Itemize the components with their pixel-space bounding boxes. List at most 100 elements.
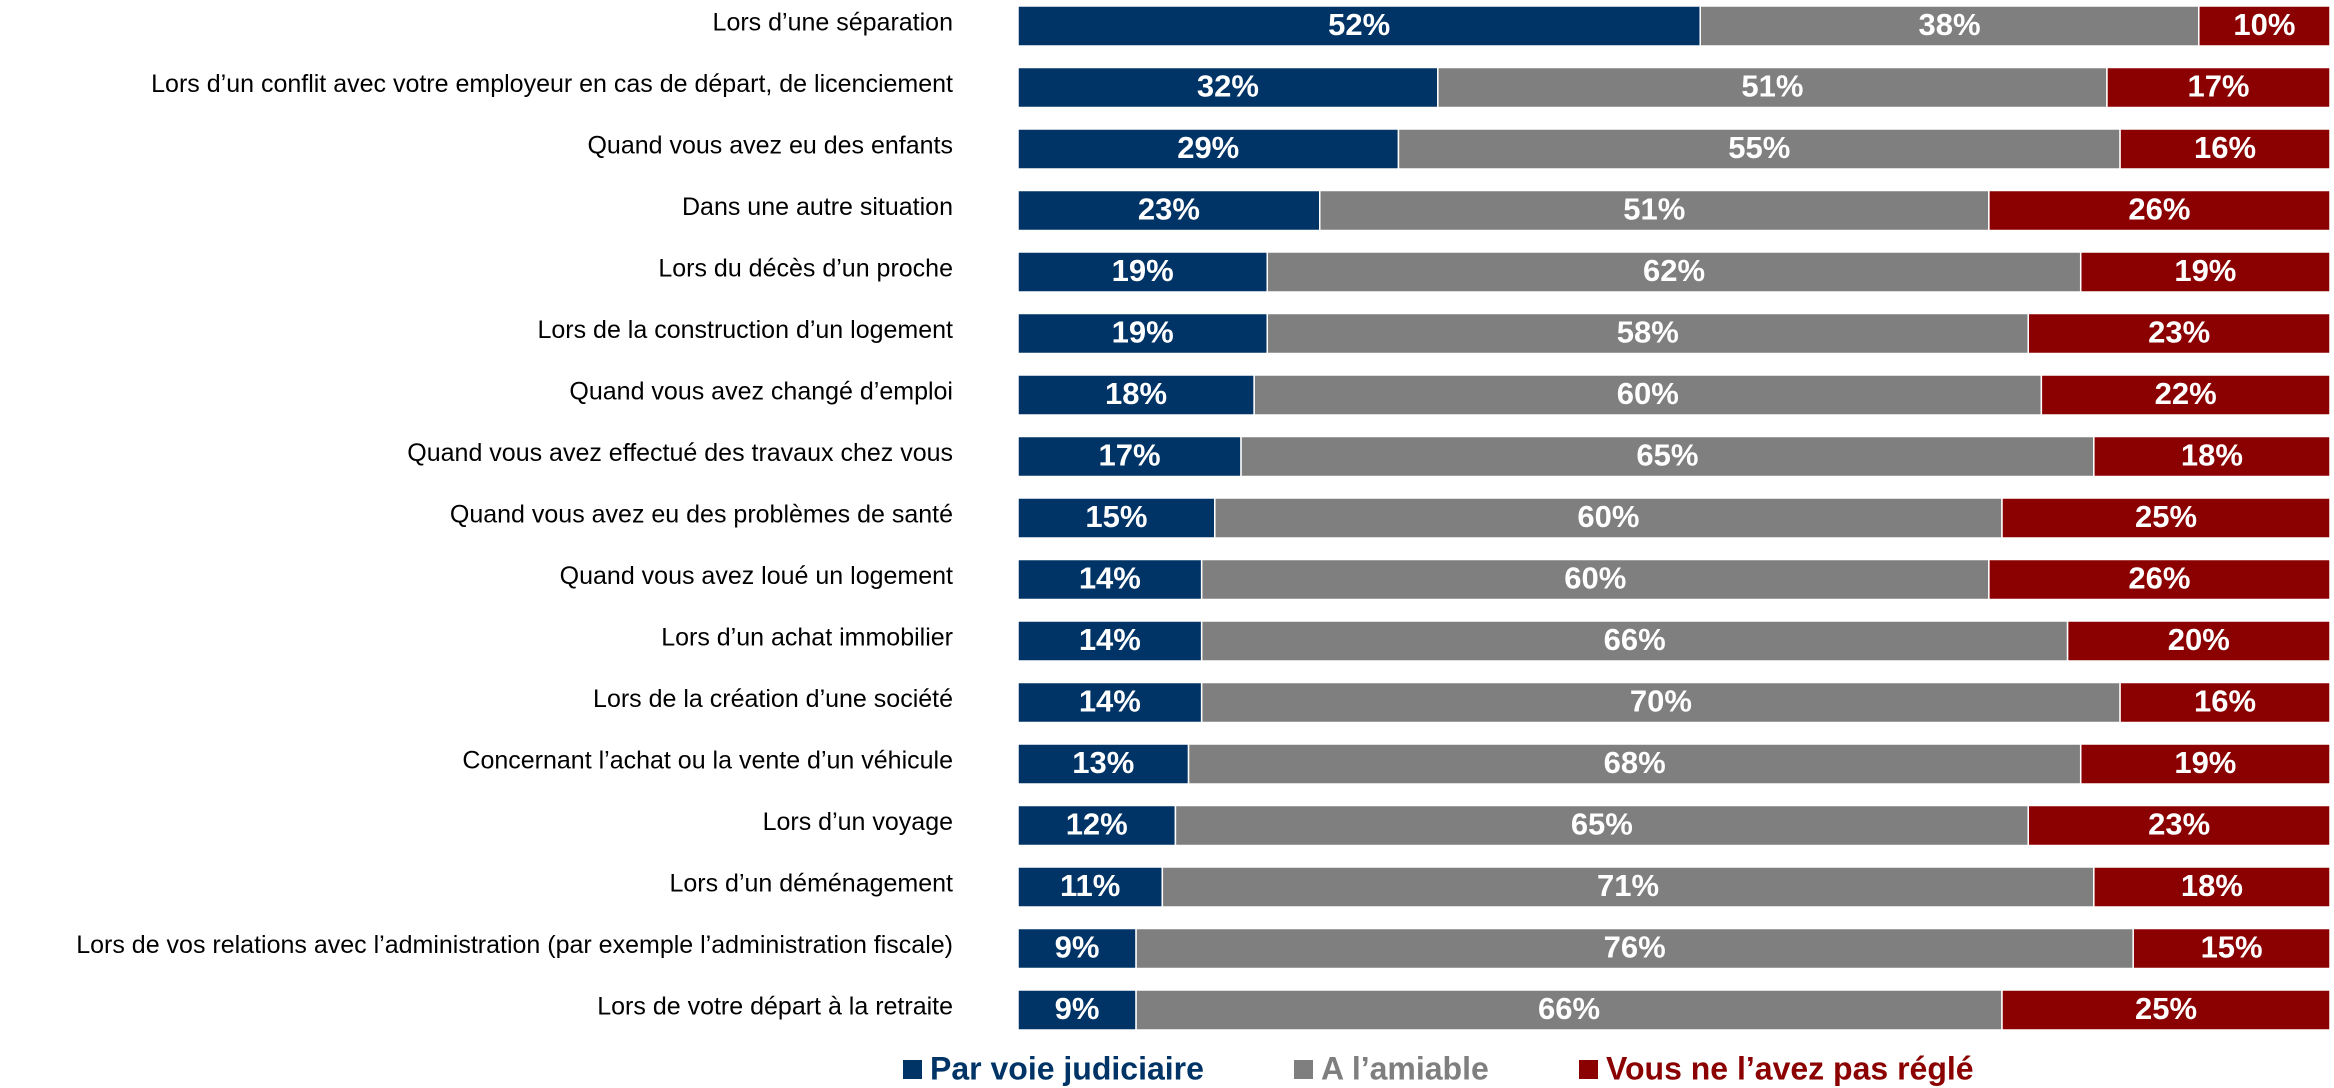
category-label: Quand vous avez eu des problèmes de sant… (450, 501, 953, 529)
value-label: 66% (1604, 622, 1666, 657)
category-label: Lors de la création d’une société (593, 685, 953, 713)
value-label: 23% (2148, 807, 2210, 842)
value-label: 19% (1112, 253, 1174, 288)
legend-label: Par voie judiciaire (930, 1050, 1204, 1086)
bar-segment (1200, 681, 2121, 724)
bar-segment (2106, 66, 2331, 109)
bar-segment (1988, 189, 2331, 232)
category-label: Lors d’un voyage (763, 808, 953, 836)
bar-segment (1988, 558, 2331, 601)
category-label: Quand vous avez loué un logement (560, 562, 953, 590)
value-label: 20% (2168, 622, 2230, 657)
value-label: 71% (1597, 868, 1659, 903)
legend-swatch (1579, 1060, 1598, 1079)
bar-segment (1017, 866, 1164, 908)
value-label: 23% (1138, 192, 1200, 227)
bar-segment (2119, 128, 2331, 170)
bar-segment (2001, 497, 2331, 539)
value-label: 76% (1604, 930, 1666, 965)
bar-segment (2001, 989, 2331, 1031)
value-label: 23% (2148, 315, 2210, 350)
bar-segment (1135, 927, 2134, 970)
value-label: 25% (2135, 499, 2197, 534)
value-label: 14% (1079, 561, 1141, 596)
category-label: Lors du décès d’un proche (658, 255, 953, 283)
bar-segment (2079, 743, 2331, 785)
bar-segment (1017, 312, 1269, 355)
value-label: 60% (1564, 561, 1626, 596)
bar-segment (1017, 251, 1269, 293)
bar-segment (2119, 681, 2331, 724)
bar-segment (1017, 804, 1177, 847)
value-label: 52% (1328, 7, 1390, 42)
value-label: 17% (1098, 438, 1160, 473)
bar-segment (1017, 5, 1701, 47)
value-label: 14% (1079, 622, 1141, 657)
value-label: 18% (1105, 376, 1167, 411)
bar-segment (2132, 927, 2331, 970)
value-label: 51% (1741, 69, 1803, 104)
legend-swatch (1294, 1060, 1313, 1079)
value-label: 12% (1066, 807, 1128, 842)
bar-segment (1017, 435, 1242, 478)
bar-segment (2079, 251, 2331, 293)
bar-segment (2093, 866, 2331, 908)
bar-segment (1017, 558, 1203, 601)
category-label: Concernant l’achat ou la vente d’un véhi… (462, 747, 953, 775)
value-label: 17% (2187, 69, 2249, 104)
value-label: 10% (2233, 7, 2295, 42)
value-label: 26% (2128, 192, 2190, 227)
bar-segment (1017, 497, 1216, 539)
value-label: 58% (1617, 315, 1679, 350)
bar-segment (1240, 435, 2095, 478)
bar-segment (1017, 128, 1400, 170)
bar-segment (1017, 620, 1203, 662)
bar-segment (2066, 620, 2331, 662)
bar-segment (2027, 804, 2331, 847)
value-label: 14% (1079, 684, 1141, 719)
value-label: 18% (2181, 868, 2243, 903)
value-label: 65% (1571, 807, 1633, 842)
value-label: 60% (1577, 499, 1639, 534)
value-label: 15% (2201, 930, 2263, 965)
bar-segment (2198, 5, 2331, 47)
category-label: Lors d’une séparation (713, 9, 953, 37)
value-label: 11% (1060, 868, 1120, 903)
value-label: 19% (2174, 253, 2236, 288)
value-label: 62% (1643, 253, 1705, 288)
bar-segment (1187, 743, 2082, 785)
value-label: 32% (1197, 69, 1259, 104)
value-label: 60% (1617, 376, 1679, 411)
bar-segment (1017, 927, 1137, 970)
value-label: 38% (1918, 7, 1980, 42)
value-label: 65% (1636, 438, 1698, 473)
category-label: Dans une autre situation (682, 193, 953, 221)
value-label: 22% (2155, 376, 2217, 411)
bar-segment (1017, 374, 1255, 416)
bar-segment (2027, 312, 2331, 355)
value-label: 55% (1728, 130, 1790, 165)
category-label: Quand vous avez effectué des travaux che… (407, 439, 953, 467)
value-label: 18% (2181, 438, 2243, 473)
legend-label: A l’amiable (1321, 1050, 1489, 1086)
value-label: 29% (1177, 130, 1239, 165)
legend-label: Vous ne l’avez pas réglé (1606, 1050, 1974, 1086)
category-label: Lors de la construction d’un logement (537, 316, 953, 344)
value-label: 9% (1055, 930, 1100, 965)
value-label: 25% (2135, 991, 2197, 1026)
category-label: Lors d’un conflit avec votre employeur e… (151, 70, 953, 98)
value-label: 9% (1055, 991, 1100, 1026)
value-label: 51% (1623, 192, 1685, 227)
bar-segment (1017, 743, 1190, 785)
bar-segment (1135, 989, 2003, 1031)
value-label: 19% (2174, 745, 2236, 780)
bar-segment (1017, 681, 1203, 724)
value-label: 26% (2128, 561, 2190, 596)
value-label: 16% (2194, 130, 2256, 165)
bar-segment (1017, 189, 1321, 232)
category-label: Lors d’un déménagement (669, 870, 953, 898)
bar-segment (1200, 558, 1990, 601)
value-label: 13% (1072, 745, 1134, 780)
value-label: 19% (1112, 315, 1174, 350)
